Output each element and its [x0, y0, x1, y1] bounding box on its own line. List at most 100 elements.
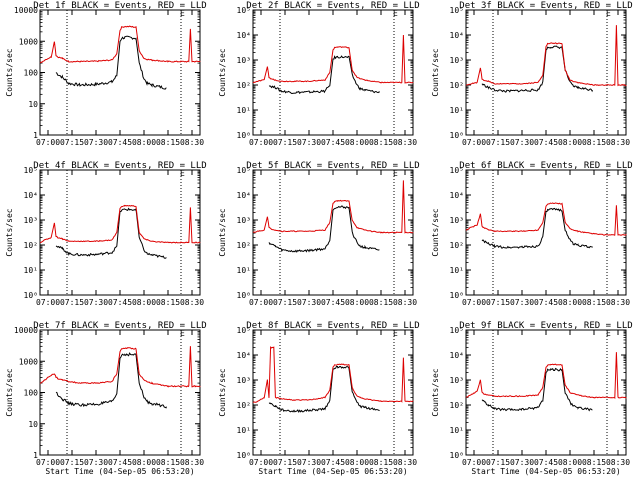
plot-frame	[465, 329, 627, 456]
x-tick-label: 07:45	[534, 298, 558, 307]
y-tick-label: 10⁵	[450, 6, 464, 15]
lld-series-line	[465, 202, 627, 236]
x-tick-label: 08:15	[156, 458, 180, 467]
y-tick-label: 10⁵	[450, 326, 464, 335]
plot-frame	[39, 329, 201, 456]
panel-title: Det 4f BLACK = Events, RED = LLD	[33, 161, 206, 171]
event-marker-label: E	[393, 9, 398, 18]
x-tick-label: 08:15	[369, 458, 393, 467]
y-tick-label: 10³	[237, 216, 251, 225]
y-tick-label: 10⁵	[237, 326, 251, 335]
event-marker-label: E	[393, 329, 398, 338]
x-tick-label: 08:15	[582, 138, 606, 147]
y-tick-label: 10⁴	[450, 351, 464, 360]
panel-title: Det 1f BLACK = Events, RED = LLD	[33, 1, 206, 11]
lld-series-line	[39, 346, 201, 388]
x-axis-label: Start Time (04-Sep-05 06:53:20)	[471, 467, 620, 476]
x-tick-label: 07:45	[108, 298, 132, 307]
x-tick-label: 07:30	[297, 458, 321, 467]
y-tick-label: 10³	[24, 216, 38, 225]
y-tick-label: 10⁴	[450, 191, 464, 200]
y-tick-label: 10⁰	[450, 131, 464, 140]
y-tick-label: 1	[33, 451, 38, 460]
y-tick-label: 10¹	[450, 266, 464, 275]
y-tick-label: 10000	[14, 6, 38, 15]
plot-frame	[39, 169, 201, 296]
x-tick-label: 08:00	[345, 458, 369, 467]
y-tick-label: 10⁰	[24, 291, 38, 300]
y-axis-label: Counts/sec	[218, 48, 227, 96]
x-tick-label: 08:30	[606, 458, 630, 467]
events-series-line	[55, 207, 167, 259]
events-series-line	[268, 55, 380, 95]
x-tick-label: 08:30	[393, 458, 417, 467]
x-tick-label: 08:00	[132, 138, 156, 147]
y-tick-label: 10⁵	[24, 166, 38, 175]
y-tick-label: 10⁴	[237, 31, 251, 40]
event-marker-label: E	[180, 169, 185, 178]
y-tick-label: 10⁴	[237, 191, 251, 200]
y-tick-label: 10²	[450, 81, 464, 90]
x-tick-label: 07:45	[321, 458, 345, 467]
panel-title: Det 6f BLACK = Events, RED = LLD	[459, 161, 632, 171]
events-series-line	[55, 352, 167, 409]
plot-frame	[465, 9, 627, 136]
x-tick-label: 07:30	[510, 458, 534, 467]
y-tick-label: 10²	[450, 241, 464, 250]
x-tick-label: 08:00	[558, 138, 582, 147]
x-tick-label: 07:00	[462, 458, 486, 467]
y-tick-label: 10¹	[450, 106, 464, 115]
panel-title: Det 8f BLACK = Events, RED = LLD	[246, 321, 419, 331]
y-axis-label: Counts/sec	[218, 368, 227, 416]
x-axis-label: Start Time (04-Sep-05 06:53:20)	[45, 467, 194, 476]
x-tick-label: 07:15	[273, 138, 297, 147]
y-tick-label: 10²	[450, 401, 464, 410]
x-tick-label: 08:30	[393, 298, 417, 307]
lld-series-line	[252, 180, 414, 234]
x-tick-label: 08:15	[156, 138, 180, 147]
y-tick-label: 100	[24, 69, 39, 78]
event-marker-label: E	[606, 169, 611, 178]
y-tick-label: 1	[33, 131, 38, 140]
y-axis-label: Counts/sec	[5, 208, 14, 256]
x-tick-label: 07:15	[486, 458, 510, 467]
event-marker-label: E	[393, 169, 398, 178]
y-axis-label: Counts/sec	[5, 48, 14, 96]
x-tick-label: 07:30	[510, 138, 534, 147]
x-tick-label: 07:15	[273, 298, 297, 307]
x-tick-label: 08:15	[369, 138, 393, 147]
y-tick-label: 10⁵	[237, 6, 251, 15]
y-tick-label: 10⁵	[237, 166, 251, 175]
lld-series-line	[39, 25, 201, 64]
y-tick-label: 10⁰	[237, 451, 251, 460]
x-tick-label: 08:15	[156, 298, 180, 307]
y-axis-label: Counts/sec	[431, 48, 440, 96]
x-tick-label: 08:30	[606, 298, 630, 307]
x-tick-label: 07:00	[249, 298, 273, 307]
lld-series-line	[39, 204, 201, 244]
x-tick-label: 07:30	[510, 298, 534, 307]
x-tick-label: 08:30	[180, 458, 204, 467]
events-series-line	[481, 367, 593, 412]
x-tick-label: 07:15	[273, 458, 297, 467]
x-tick-label: 08:30	[393, 138, 417, 147]
events-series-line	[268, 205, 380, 253]
x-tick-label: 07:00	[249, 138, 273, 147]
x-tick-label: 07:00	[36, 298, 60, 307]
x-tick-label: 08:15	[582, 458, 606, 467]
panel-8f: Det 8f BLACK = Events, RED = LLD 10⁰ 10¹ 10…	[218, 321, 420, 476]
x-tick-label: 08:00	[132, 458, 156, 467]
event-marker-label: E	[180, 9, 185, 18]
plot-frame	[39, 9, 201, 136]
x-tick-label: 07:45	[534, 458, 558, 467]
x-tick-label: 07:45	[108, 138, 132, 147]
x-tick-label: 07:00	[249, 458, 273, 467]
panel-title: Det 9f BLACK = Events, RED = LLD	[459, 321, 632, 331]
y-tick-label: 10	[28, 100, 38, 109]
x-tick-label: 07:45	[321, 138, 345, 147]
y-tick-label: 10¹	[450, 426, 464, 435]
panel-4f: Det 4f BLACK = Events, RED = LLD 10⁰ 10¹ 10…	[5, 161, 207, 307]
y-tick-label: 100	[24, 389, 39, 398]
y-tick-label: 10²	[237, 401, 251, 410]
